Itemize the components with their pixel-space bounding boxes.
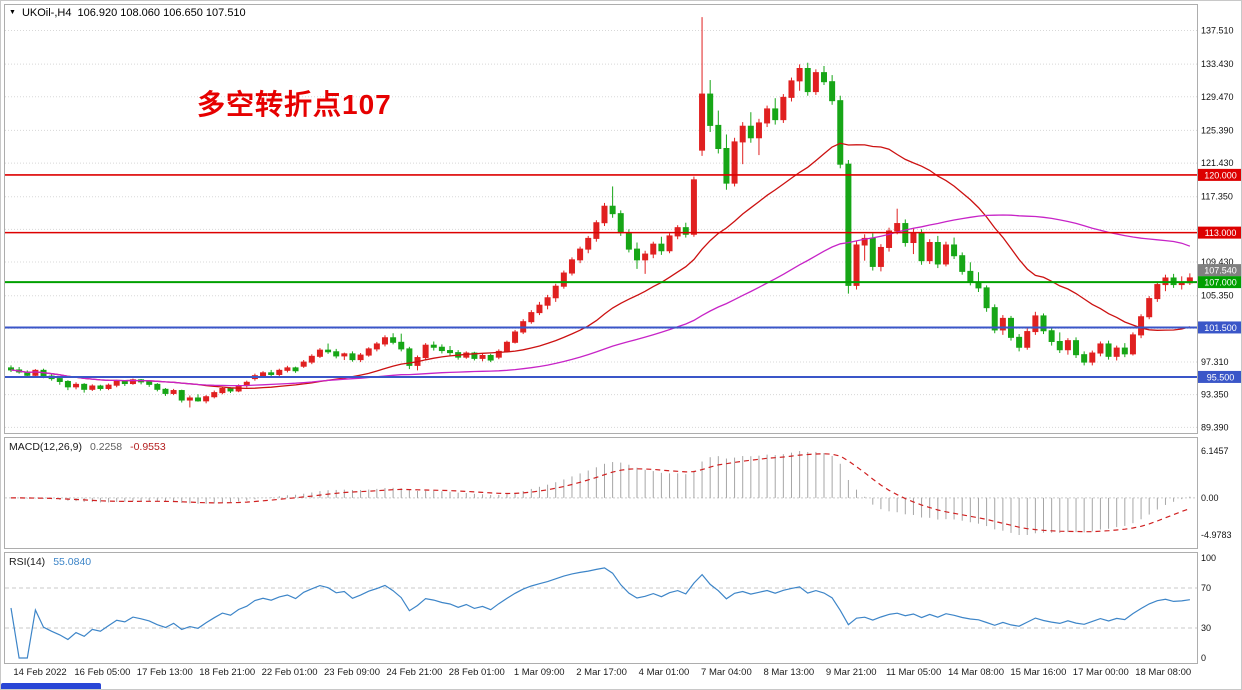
svg-text:100: 100 xyxy=(1201,553,1216,563)
time-label: 7 Mar 04:00 xyxy=(701,667,752,678)
svg-text:129.470: 129.470 xyxy=(1201,92,1234,102)
svg-text:97.310: 97.310 xyxy=(1201,357,1229,367)
time-label: 23 Feb 09:00 xyxy=(324,667,380,678)
symbol-timeframe: UKOil-,H4 xyxy=(21,7,72,19)
price-scale[interactable]: 137.510 133.430 129.470 125.390 121.430 117.3… xyxy=(1198,25,1242,432)
rsi-label: RSI(14) 55.0840 xyxy=(9,556,91,568)
svg-text:70: 70 xyxy=(1201,583,1211,593)
price-badge-107.000 xyxy=(1198,276,1241,289)
svg-text:133.430: 133.430 xyxy=(1201,59,1234,69)
time-label: 14 Mar 08:00 xyxy=(948,667,1004,678)
time-axis[interactable]: 14 Feb 2022 16 Feb 05:00 17 Feb 13:00 18 Fe… xyxy=(1,667,1241,682)
ma-line-24 xyxy=(10,142,1191,390)
rsi-name: RSI(14) xyxy=(9,556,46,568)
price-badge-101.500 xyxy=(1198,321,1241,334)
time-label: 11 Mar 05:00 xyxy=(885,667,942,678)
svg-text:107.000: 107.000 xyxy=(1204,278,1237,288)
rsi-panel-border xyxy=(4,552,1198,664)
time-label: 24 Feb 21:00 xyxy=(386,667,443,678)
candles xyxy=(8,17,1193,408)
rsi-panel[interactable]: 100 70 30 0 xyxy=(1,552,1242,664)
svg-text:-4.9783: -4.9783 xyxy=(1201,530,1232,540)
annotation-text[interactable]: 多空转折点107 xyxy=(197,89,392,120)
macd-signal-line xyxy=(11,453,1191,533)
bar-ohlc-values: 106.920 108.060 106.650 107.510 xyxy=(77,7,246,19)
svg-text:6.1457: 6.1457 xyxy=(1201,446,1229,456)
time-label: 2 Mar 17:00 xyxy=(576,667,627,678)
time-label: 22 Feb 01:00 xyxy=(261,667,318,678)
price-badge-95.500 xyxy=(1198,370,1241,383)
macd-label: MACD(12,26,9) 0.2258 -0.9553 xyxy=(9,441,166,453)
svg-text:125.390: 125.390 xyxy=(1201,125,1234,135)
main-panel-border xyxy=(4,4,1198,434)
svg-text:0: 0 xyxy=(1201,653,1206,663)
time-label: 17 Feb 13:00 xyxy=(136,667,193,678)
time-label: 1 Mar 09:00 xyxy=(513,667,565,678)
svg-text:109.430: 109.430 xyxy=(1201,257,1234,267)
svg-text:117.350: 117.350 xyxy=(1201,192,1233,202)
time-label: 15 Mar 16:00 xyxy=(1010,667,1067,678)
price-gridlines xyxy=(5,29,1197,428)
svg-text:89.390: 89.390 xyxy=(1201,422,1229,432)
macd-signal-value: -0.9553 xyxy=(130,441,166,453)
ma-line-60 xyxy=(10,214,1191,387)
time-label: 18 Feb 21:00 xyxy=(199,667,256,678)
svg-text:101.500: 101.500 xyxy=(1204,323,1237,333)
chart-title: ▼ UKOil-,H4 106.920 108.060 106.650 107.… xyxy=(9,7,246,19)
svg-text:30: 30 xyxy=(1201,623,1211,633)
rsi-value: 55.0840 xyxy=(53,556,92,568)
price-badge-120.000 xyxy=(1198,168,1241,181)
main-price-chart[interactable]: 137.510 133.430 129.470 125.390 121.430 117.3… xyxy=(1,1,1242,435)
price-badge-113.000 xyxy=(1198,226,1241,239)
time-label: 8 Mar 13:00 xyxy=(763,667,815,678)
macd-name: MACD(12,26,9) xyxy=(9,441,82,453)
svg-text:93.350: 93.350 xyxy=(1201,390,1229,400)
svg-text:95.500: 95.500 xyxy=(1207,372,1235,382)
svg-text:0.00: 0.00 xyxy=(1201,493,1219,503)
time-label: 9 Mar 21:00 xyxy=(825,667,877,678)
macd-panel[interactable]: 6.1457 0.00 -4.9783 xyxy=(1,437,1242,549)
time-label: 28 Feb 01:00 xyxy=(448,667,505,678)
horizontal-levels[interactable] xyxy=(5,174,1197,378)
svg-text:105.350: 105.350 xyxy=(1201,291,1234,301)
svg-text:121.430: 121.430 xyxy=(1201,158,1234,168)
symbol-menu-icon[interactable]: ▼ xyxy=(9,8,16,16)
bottom-strip xyxy=(1,682,1241,689)
svg-text:113.000: 113.000 xyxy=(1205,228,1237,238)
macd-histogram xyxy=(18,451,1191,535)
time-label: 17 Mar 00:00 xyxy=(1072,667,1129,678)
time-label: 4 Mar 01:00 xyxy=(638,667,690,678)
svg-text:120.000: 120.000 xyxy=(1204,170,1237,180)
price-badge-107.540 xyxy=(1198,264,1241,277)
taskbar-fragment xyxy=(1,683,101,689)
time-label: 14 Feb 2022 xyxy=(13,667,67,678)
svg-text:107.540: 107.540 xyxy=(1204,266,1237,276)
macd-panel-border xyxy=(4,437,1198,549)
svg-text:137.510: 137.510 xyxy=(1201,25,1234,35)
time-label: 18 Mar 08:00 xyxy=(1135,667,1192,678)
macd-main-value: 0.2258 xyxy=(89,441,123,453)
rsi-line xyxy=(10,567,1190,659)
time-label: 16 Feb 05:00 xyxy=(74,667,131,678)
